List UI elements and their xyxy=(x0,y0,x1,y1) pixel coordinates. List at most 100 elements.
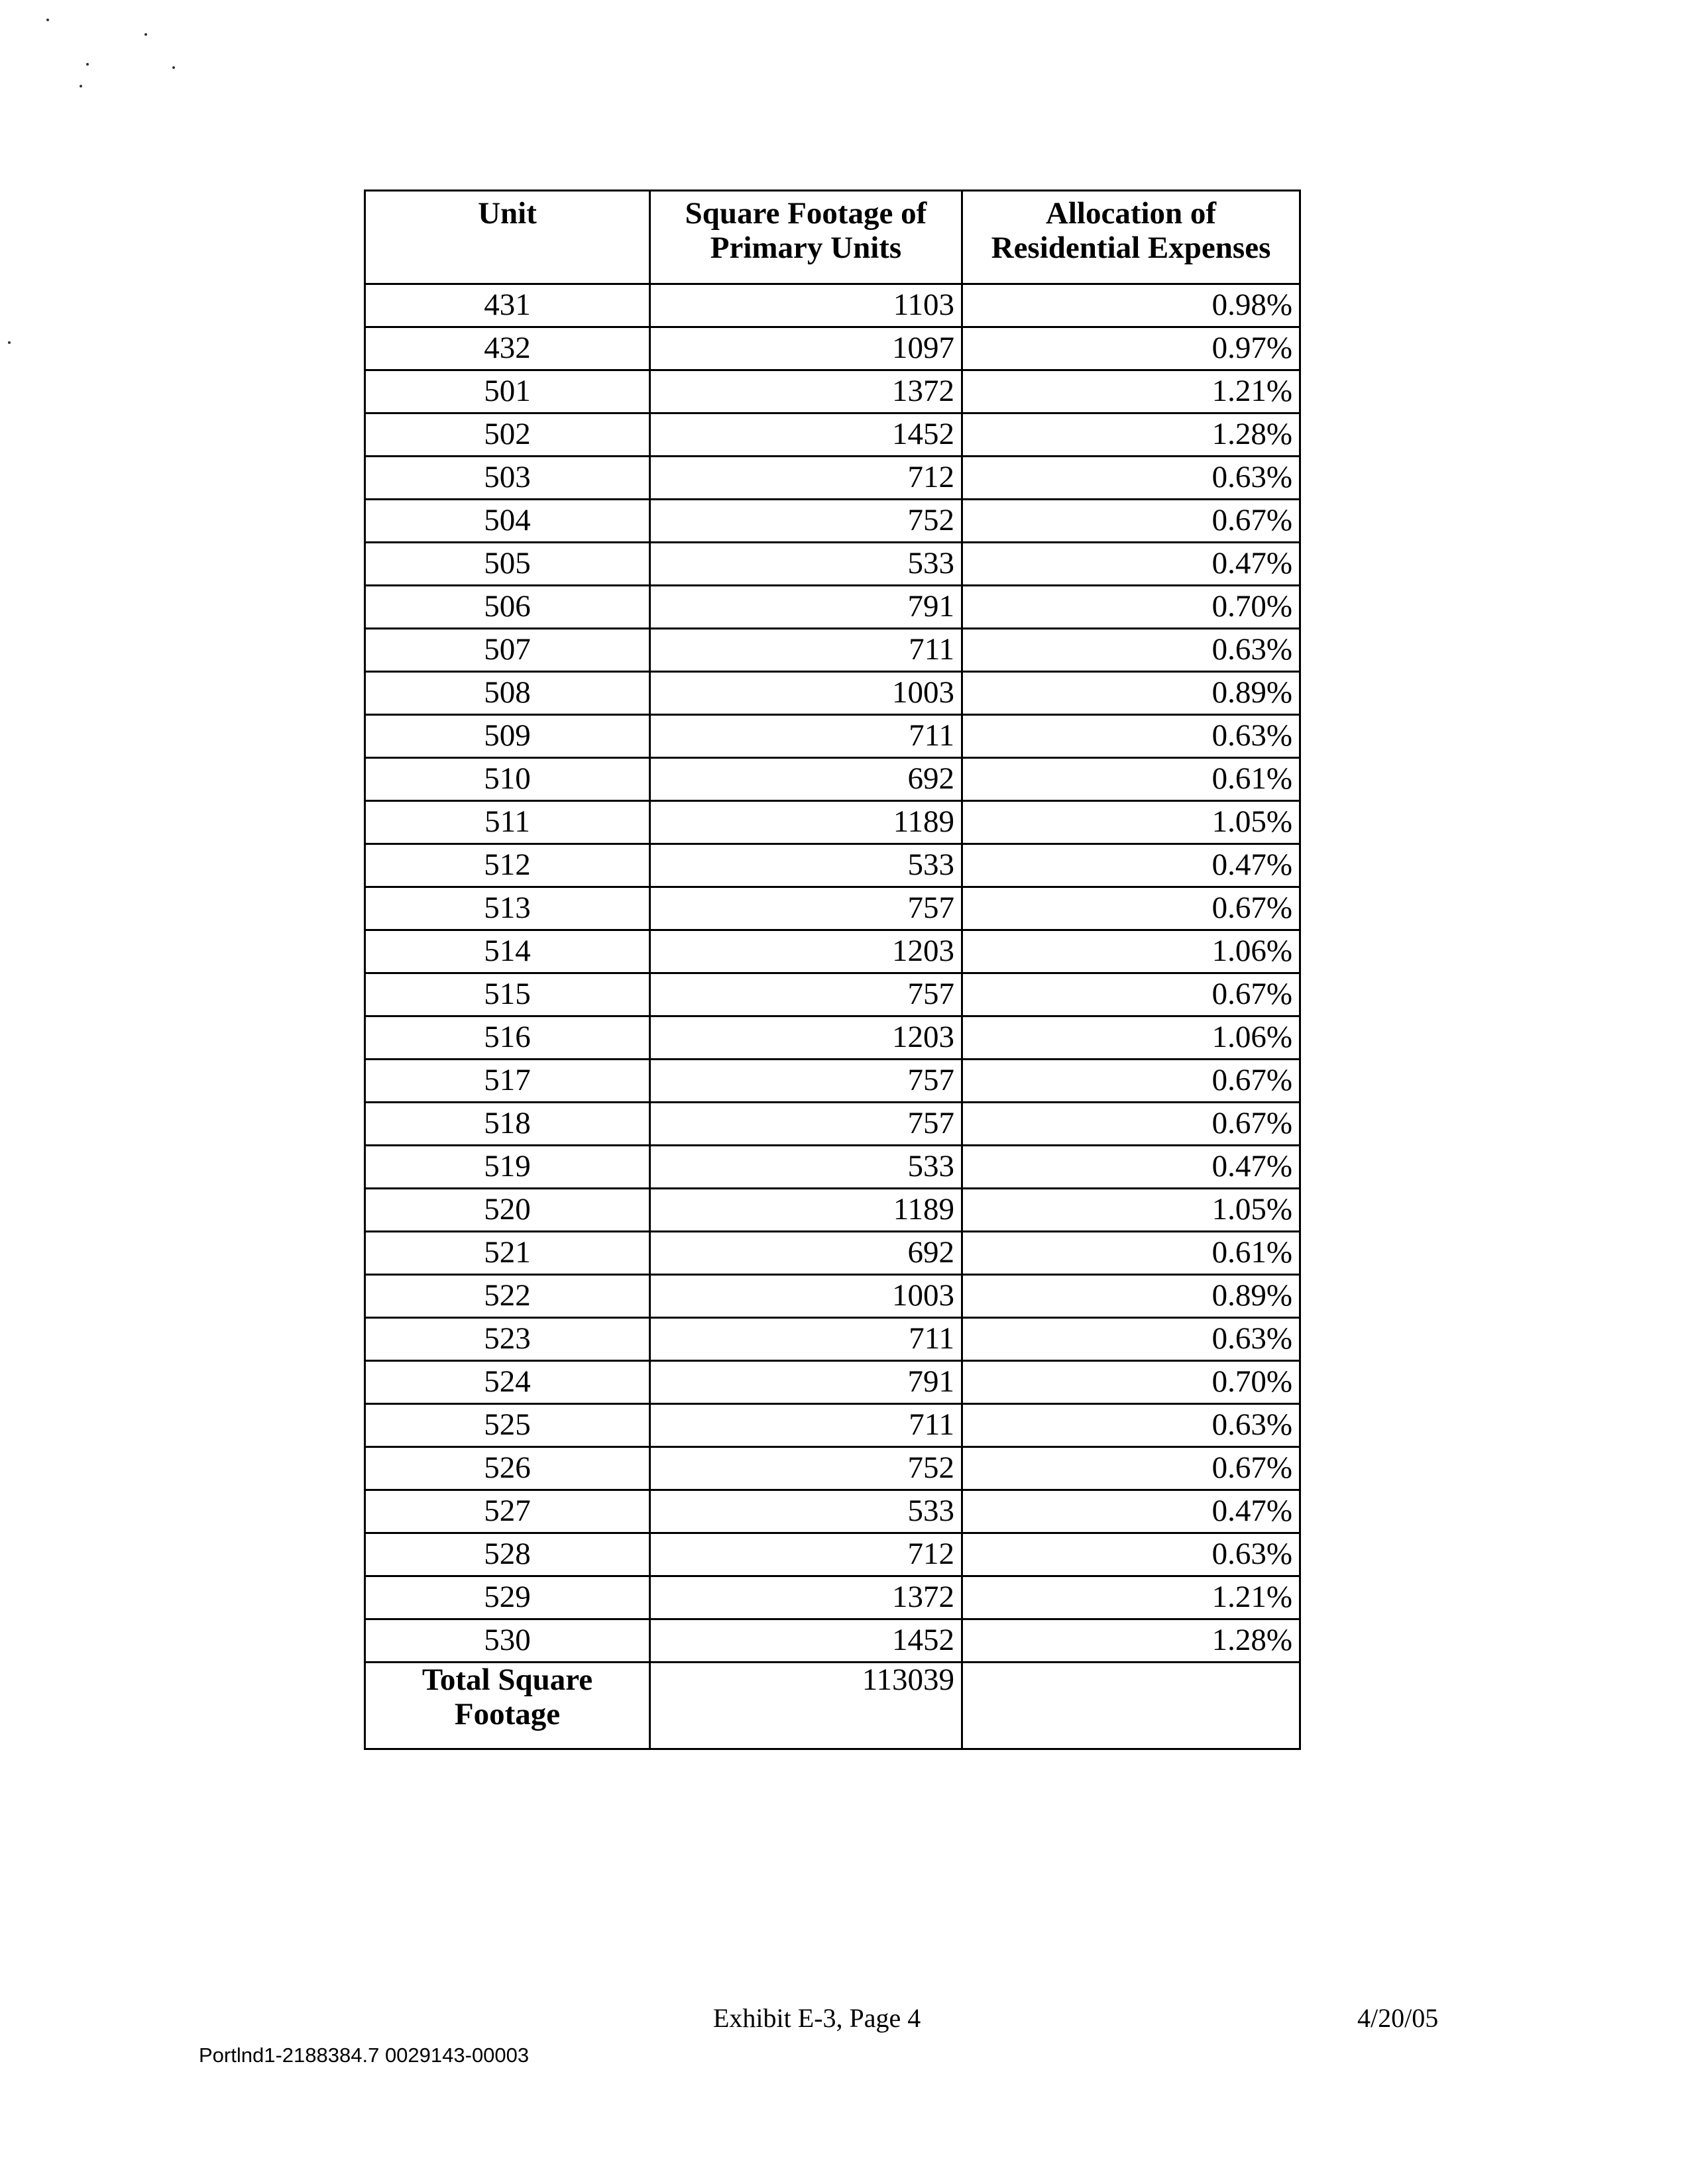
square-footage-cell: 533 xyxy=(649,1489,963,1534)
unit-cell: 526 xyxy=(364,1446,651,1491)
table-row: 502 1452 1.28% xyxy=(364,412,1301,457)
square-footage-cell: 533 xyxy=(649,843,963,888)
unit-cell: 510 xyxy=(364,757,651,802)
unit-cell: 507 xyxy=(364,628,651,673)
unit-cell: 523 xyxy=(364,1317,651,1362)
table-row: 529 1372 1.21% xyxy=(364,1575,1301,1620)
table-row: 519 533 0.47% xyxy=(364,1144,1301,1189)
scan-speck xyxy=(86,63,89,66)
allocation-cell: 0.61% xyxy=(961,757,1301,802)
document-id: Portlnd1-2188384.7 0029143-00003 xyxy=(199,2044,530,2067)
square-footage-cell: 1203 xyxy=(649,929,963,974)
allocation-cell: 0.63% xyxy=(961,1532,1301,1577)
table-row: 522 1003 0.89% xyxy=(364,1274,1301,1319)
allocation-cell: 0.47% xyxy=(961,541,1301,586)
unit-cell: 431 xyxy=(364,283,651,328)
square-footage-cell: 692 xyxy=(649,1230,963,1276)
table-row: 507 711 0.63% xyxy=(364,628,1301,673)
document-date: 4/20/05 xyxy=(1357,2003,1439,2033)
allocation-cell: 1.28% xyxy=(961,1618,1301,1663)
table-row: 521 692 0.61% xyxy=(364,1230,1301,1276)
scan-speck xyxy=(172,66,175,69)
allocation-cell: 0.61% xyxy=(961,1230,1301,1276)
allocation-cell: 0.89% xyxy=(961,671,1301,716)
table-row: 530 1452 1.28% xyxy=(364,1618,1301,1663)
square-footage-cell: 1372 xyxy=(649,369,963,414)
total-label: Total Square Footage xyxy=(364,1661,651,1750)
table-row: 511 1189 1.05% xyxy=(364,800,1301,845)
allocation-cell: 0.63% xyxy=(961,714,1301,759)
allocation-cell: 0.63% xyxy=(961,455,1301,500)
square-footage-cell: 1003 xyxy=(649,671,963,716)
allocation-cell: 0.70% xyxy=(961,584,1301,629)
allocation-cell: 1.28% xyxy=(961,412,1301,457)
table-row: 512 533 0.47% xyxy=(364,843,1301,888)
table-row: 510 692 0.61% xyxy=(364,757,1301,802)
square-footage-cell: 533 xyxy=(649,541,963,586)
unit-cell: 521 xyxy=(364,1230,651,1276)
square-footage-cell: 711 xyxy=(649,1403,963,1448)
scan-speck xyxy=(46,19,49,21)
unit-cell: 511 xyxy=(364,800,651,845)
table-row: 504 752 0.67% xyxy=(364,498,1301,543)
unit-cell: 508 xyxy=(364,671,651,716)
unit-allocation-table: Unit Square Footage of Primary Units All… xyxy=(364,190,1301,1750)
square-footage-cell: 1189 xyxy=(649,1187,963,1232)
square-footage-cell: 1103 xyxy=(649,283,963,328)
total-row: Total Square Footage 113039 xyxy=(364,1661,1301,1750)
square-footage-cell: 752 xyxy=(649,498,963,543)
unit-cell: 525 xyxy=(364,1403,651,1448)
unit-cell: 509 xyxy=(364,714,651,759)
allocation-cell: 1.21% xyxy=(961,369,1301,414)
allocation-cell: 0.47% xyxy=(961,843,1301,888)
square-footage-cell: 757 xyxy=(649,972,963,1017)
total-allocation xyxy=(961,1661,1301,1750)
table-row: 527 533 0.47% xyxy=(364,1489,1301,1534)
total-square-footage: 113039 xyxy=(649,1661,963,1750)
allocation-cell: 0.63% xyxy=(961,1317,1301,1362)
unit-cell: 516 xyxy=(364,1015,651,1060)
unit-cell: 524 xyxy=(364,1360,651,1405)
square-footage-cell: 1189 xyxy=(649,800,963,845)
square-footage-cell: 1203 xyxy=(649,1015,963,1060)
table-row: 513 757 0.67% xyxy=(364,886,1301,931)
table-row: 516 1203 1.06% xyxy=(364,1015,1301,1060)
allocation-cell: 0.67% xyxy=(961,498,1301,543)
square-footage-cell: 791 xyxy=(649,1360,963,1405)
square-footage-cell: 712 xyxy=(649,1532,963,1577)
table-row: 515 757 0.67% xyxy=(364,972,1301,1017)
allocation-cell: 1.21% xyxy=(961,1575,1301,1620)
unit-cell: 515 xyxy=(364,972,651,1017)
scan-speck xyxy=(8,341,11,344)
header-square-footage: Square Footage of Primary Units xyxy=(649,190,963,285)
square-footage-cell: 711 xyxy=(649,714,963,759)
scan-speck xyxy=(144,33,147,36)
allocation-cell: 0.67% xyxy=(961,1058,1301,1103)
unit-cell: 432 xyxy=(364,326,651,371)
allocation-cell: 0.67% xyxy=(961,886,1301,931)
table-row: 508 1003 0.89% xyxy=(364,671,1301,716)
square-footage-cell: 1097 xyxy=(649,326,963,371)
square-footage-cell: 711 xyxy=(649,628,963,673)
table-row: 524 791 0.70% xyxy=(364,1360,1301,1405)
square-footage-cell: 757 xyxy=(649,1058,963,1103)
allocation-cell: 0.98% xyxy=(961,283,1301,328)
unit-cell: 502 xyxy=(364,412,651,457)
allocation-cell: 0.47% xyxy=(961,1489,1301,1534)
exhibit-page-label: Exhibit E-3, Page 4 xyxy=(713,2003,921,2033)
unit-cell: 517 xyxy=(364,1058,651,1103)
unit-cell: 514 xyxy=(364,929,651,974)
table-row: 518 757 0.67% xyxy=(364,1101,1301,1146)
square-footage-cell: 712 xyxy=(649,455,963,500)
allocation-cell: 0.63% xyxy=(961,1403,1301,1448)
table-row: 432 1097 0.97% xyxy=(364,326,1301,371)
allocation-cell: 0.97% xyxy=(961,326,1301,371)
table-row: 431 1103 0.98% xyxy=(364,283,1301,328)
square-footage-cell: 1003 xyxy=(649,1274,963,1319)
unit-cell: 505 xyxy=(364,541,651,586)
unit-cell: 503 xyxy=(364,455,651,500)
allocation-cell: 1.05% xyxy=(961,800,1301,845)
square-footage-cell: 1452 xyxy=(649,1618,963,1663)
allocation-cell: 1.05% xyxy=(961,1187,1301,1232)
square-footage-cell: 791 xyxy=(649,584,963,629)
